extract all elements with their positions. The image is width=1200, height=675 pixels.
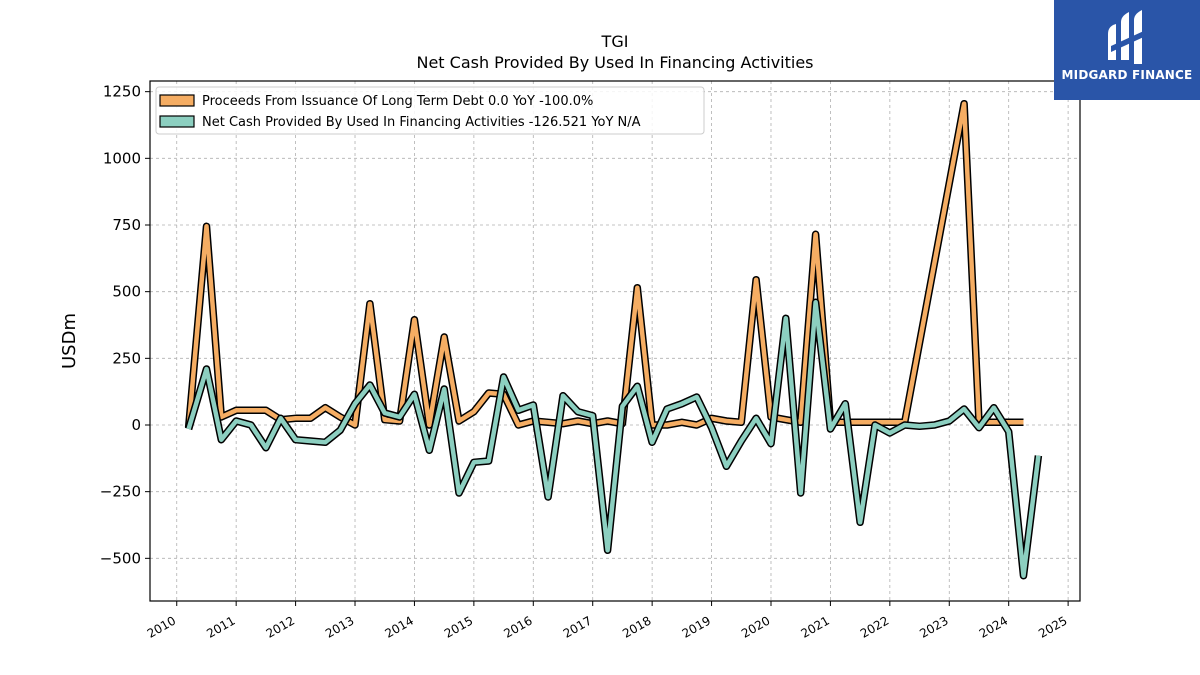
x-tick-label: 2017	[561, 613, 594, 640]
x-tick-label: 2014	[382, 613, 415, 640]
x-tick-label: 2010	[145, 613, 178, 640]
x-tick-label: 2012	[264, 613, 297, 640]
y-tick-label: 0	[131, 416, 141, 434]
x-tick-label: 2011	[204, 613, 237, 640]
legend-swatch-debt	[159, 94, 195, 107]
legend-swatch-net-cash	[159, 115, 195, 128]
y-tick-label: 1250	[103, 83, 141, 101]
x-tick-label: 2018	[620, 613, 653, 640]
x-tick-label: 2025	[1036, 613, 1069, 640]
y-tick-label: 500	[112, 283, 141, 301]
legend-box	[155, 86, 705, 135]
series-lines	[184, 99, 1043, 580]
legend-label-debt: Proceeds From Issuance Of Long Term Debt…	[202, 94, 593, 109]
y-tick-label: −250	[100, 483, 141, 501]
x-tick-label: 2023	[917, 613, 950, 640]
y-tick-label: −500	[100, 549, 141, 567]
y-tick-label: 250	[112, 349, 141, 367]
legend-label-net-cash: Net Cash Provided By Used In Financing A…	[202, 115, 641, 130]
legend: Proceeds From Issuance Of Long Term Debt…	[155, 86, 705, 135]
y-tick-label: 750	[112, 216, 141, 234]
series-line-0	[186, 101, 1024, 428]
x-tick-label: 2013	[323, 613, 356, 640]
grid-lines	[150, 81, 1080, 601]
x-tick-label: 2021	[798, 613, 831, 640]
series-outline-0	[184, 99, 1024, 429]
x-tick-label: 2019	[680, 613, 713, 640]
midgard-logo-icon	[1108, 10, 1146, 64]
x-tick-label: 2020	[739, 613, 772, 640]
series-outline-1	[185, 298, 1043, 580]
brand-logo: MIDGARD FINANCE	[1054, 0, 1200, 100]
y-axis-label: USDm	[59, 313, 80, 369]
series-line-1	[186, 300, 1041, 578]
x-tick-label: 2015	[442, 613, 475, 640]
y-tick-label: 1000	[103, 149, 141, 167]
plot-frame	[149, 80, 1081, 602]
chart-subtitle: Net Cash Provided By Used In Financing A…	[416, 53, 813, 72]
x-tick-label: 2024	[977, 613, 1010, 640]
x-tick-label: 2022	[858, 613, 891, 640]
brand-name: MIDGARD FINANCE	[1061, 68, 1193, 82]
y-axis-ticks: −500 −250 0 250 500 750 1000 1250	[100, 83, 150, 567]
x-tick-label: 2016	[501, 613, 534, 640]
x-axis-ticks: 2010 2011 2012 2013 2014 2015 2016 2017 2018 2019…	[145, 601, 1070, 641]
chart-title: TGI	[601, 32, 629, 51]
